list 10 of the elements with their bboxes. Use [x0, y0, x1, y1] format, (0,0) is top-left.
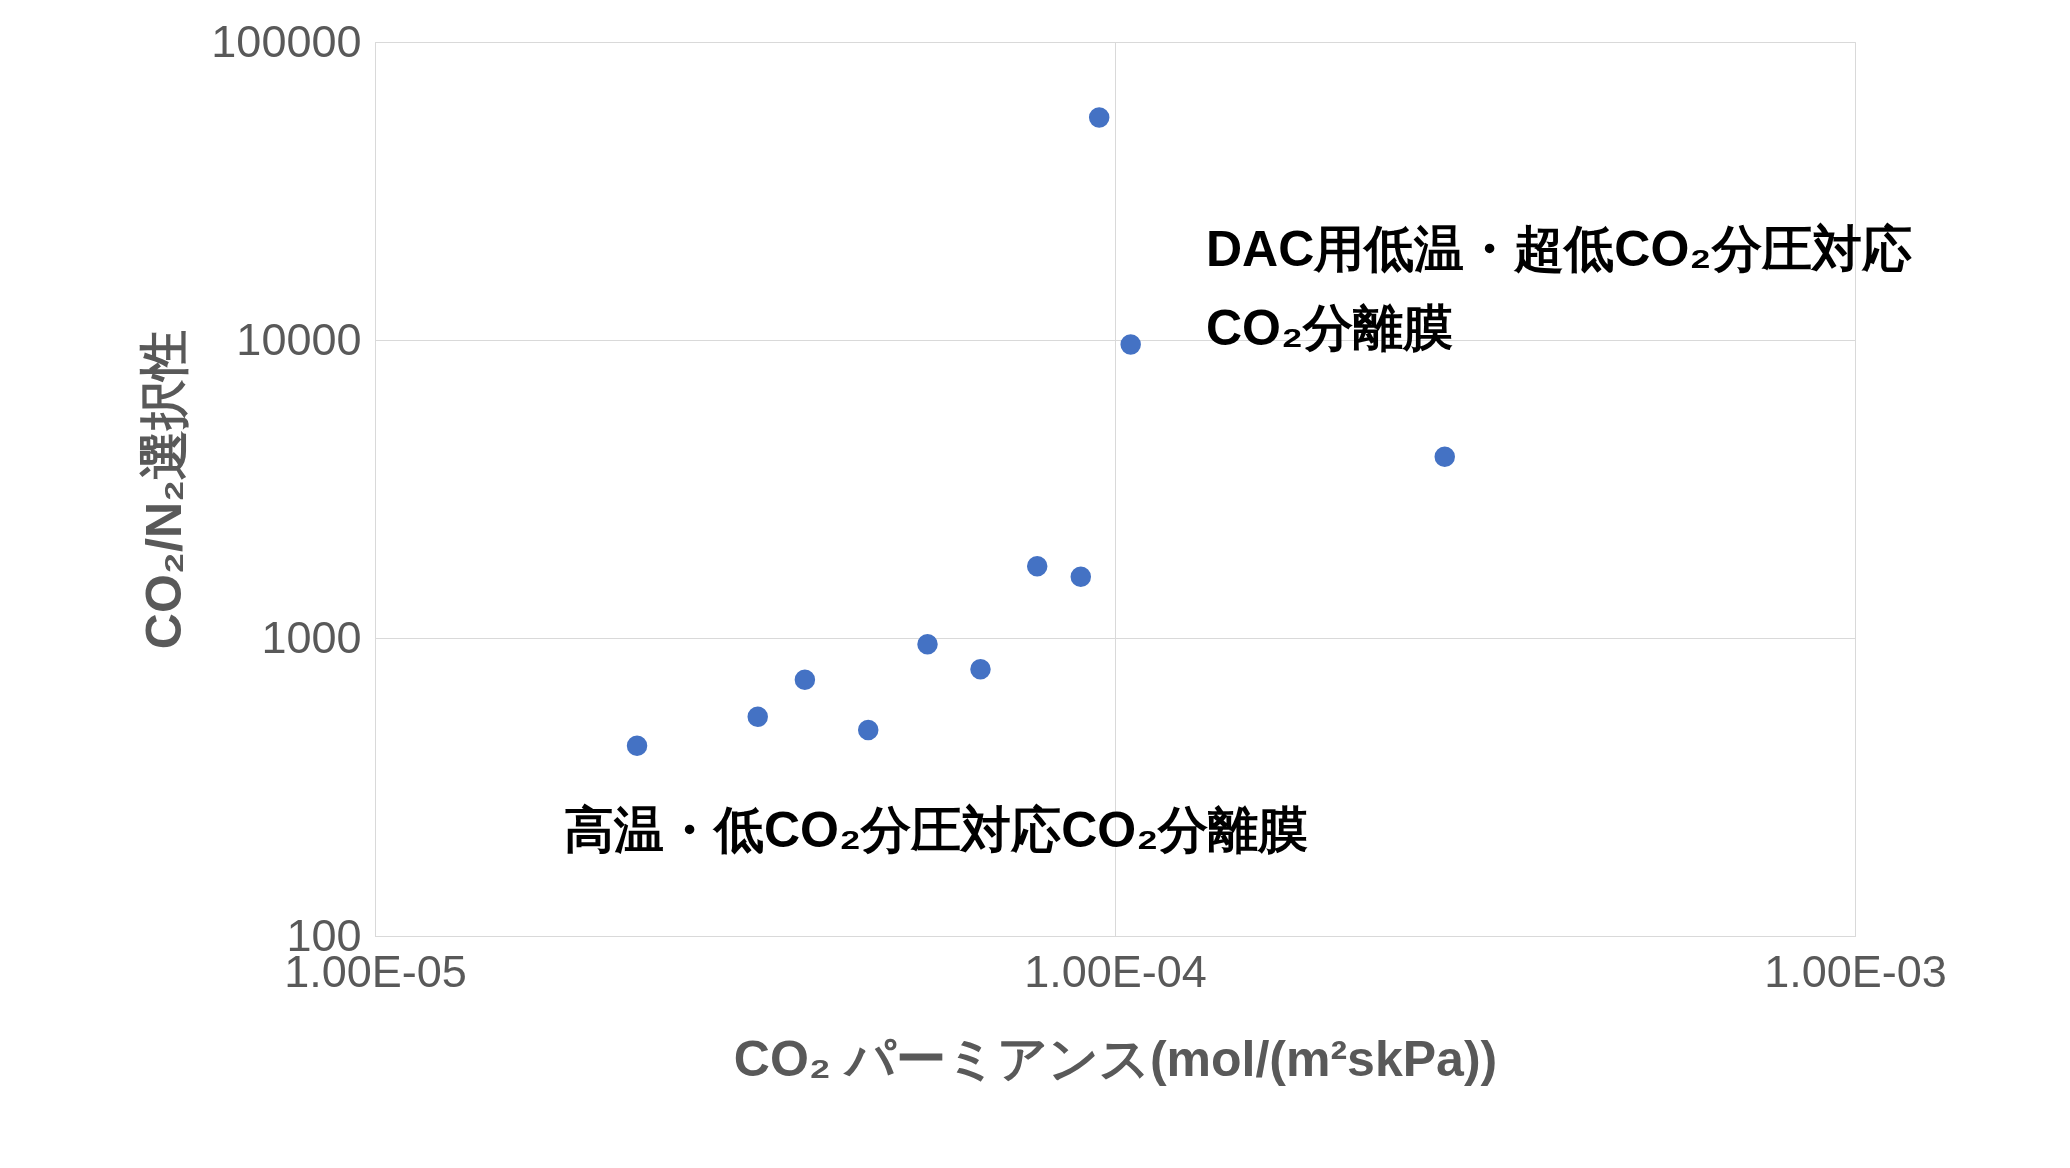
annotation: 高温・低CO₂分圧対応CO₂分離膜: [564, 802, 1309, 858]
annotation: DAC用低温・超低CO₂分圧対応: [1206, 221, 1912, 277]
y-tick-label: 10000: [236, 313, 362, 365]
x-axis-title: CO₂ パーミアンス(mol/(m²skPa)): [733, 1030, 1498, 1087]
y-axis-title: CO₂/N₂選択性: [136, 329, 193, 650]
y-tick-label: 1000: [261, 611, 362, 663]
annotation: CO₂分離膜: [1206, 300, 1454, 356]
x-tick-label: 1.00E-03: [1764, 945, 1947, 997]
x-tick-label: 1.00E-04: [1024, 945, 1207, 997]
y-tick-label: 100000: [211, 15, 362, 67]
